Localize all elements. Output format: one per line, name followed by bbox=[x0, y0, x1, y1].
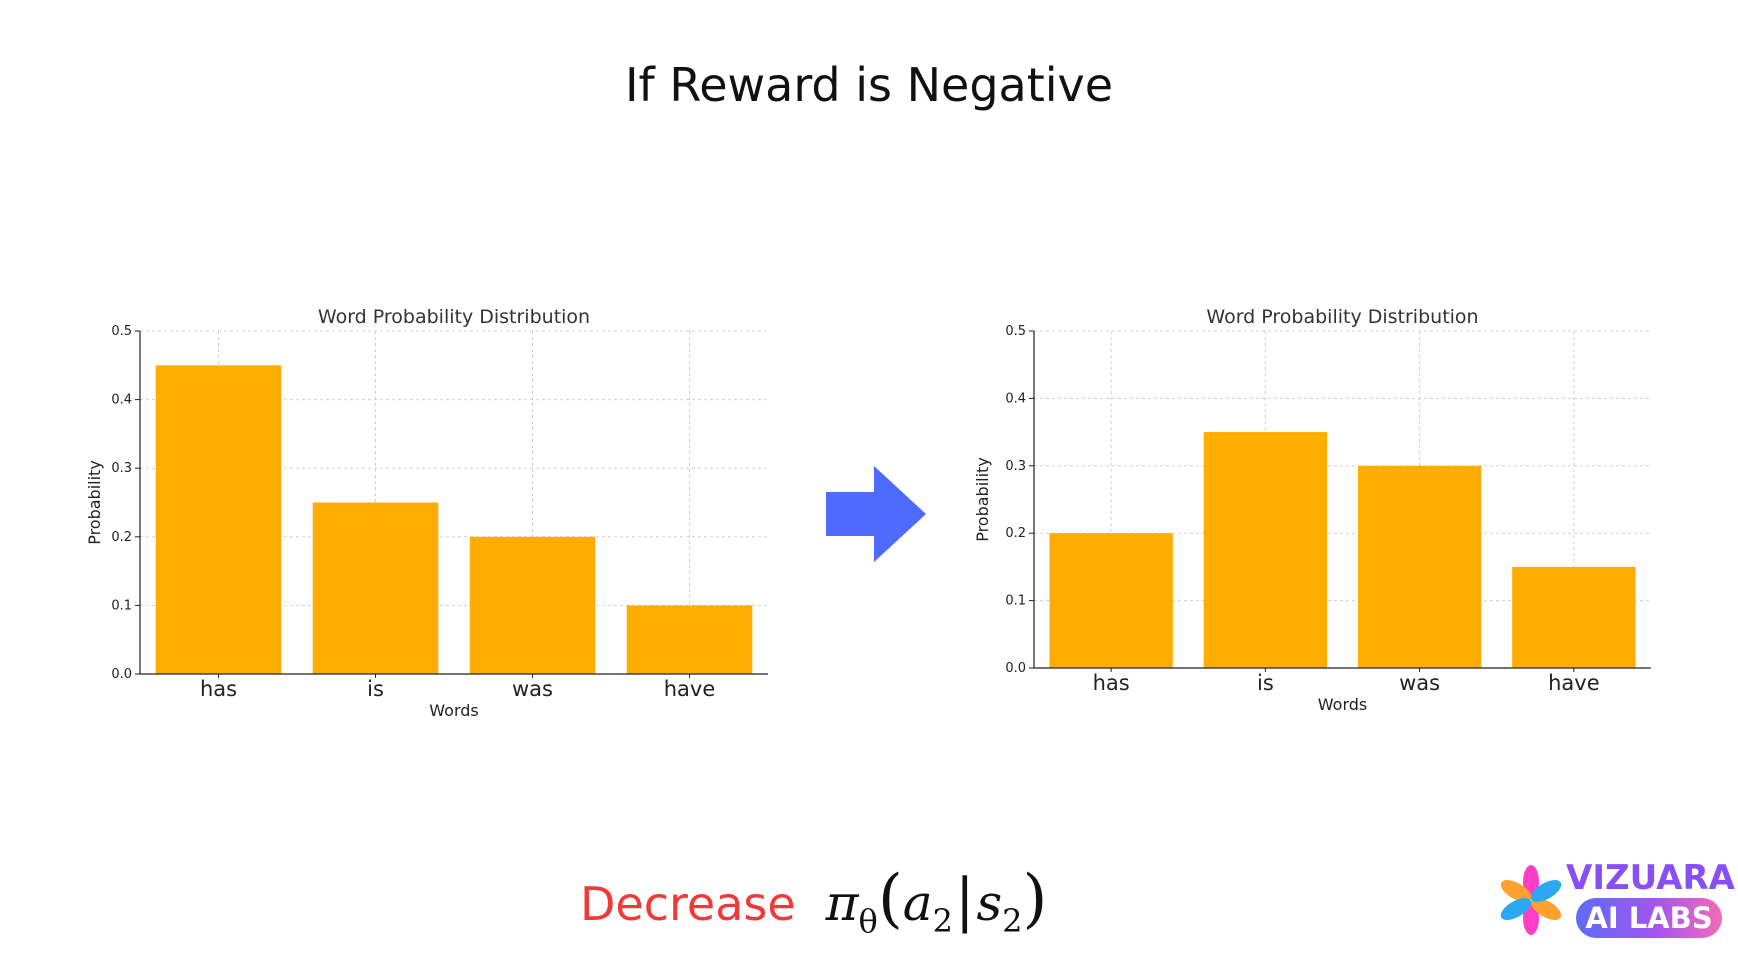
bar-chart-before: Word Probability Distribution 0.0 0.1 0.2 0.… bbox=[85, 306, 768, 720]
chart-title: Word Probability Distribution bbox=[318, 306, 590, 328]
chart-after: Word Probability Distribution 0.0 0.1 0.2 0.… bbox=[968, 290, 1668, 714]
x-tick-label: has bbox=[200, 677, 237, 701]
flower-logo-icon bbox=[1500, 865, 1562, 935]
formula-bar: | bbox=[954, 866, 975, 934]
bar-was bbox=[1357, 465, 1482, 668]
x-tick-label: was bbox=[512, 677, 553, 701]
chart-before: Word Probability Distribution 0.0 0.1 0.2 0.… bbox=[80, 290, 780, 720]
x-axis-label: Words bbox=[429, 701, 478, 720]
logo-ai-labs-pill: AI LABS bbox=[1576, 898, 1722, 938]
x-tick-label: is bbox=[1257, 671, 1274, 695]
y-tick-label: 0.1 bbox=[1005, 594, 1026, 609]
y-tick-label: 0.5 bbox=[111, 324, 132, 339]
y-tick-label: 0.4 bbox=[111, 393, 132, 408]
y-axis-label: Probability bbox=[973, 457, 992, 542]
y-tick-label: 0.3 bbox=[1005, 459, 1026, 474]
right-arrow-icon bbox=[826, 466, 926, 562]
bar-have bbox=[626, 605, 753, 674]
formula-a: a bbox=[902, 874, 933, 932]
y-tick-label: 0.0 bbox=[111, 667, 132, 682]
y-axis-label: Probability bbox=[85, 460, 104, 545]
y-tick-label: 0.4 bbox=[1005, 391, 1026, 406]
x-axis-label: Words bbox=[1318, 695, 1367, 714]
x-tick-label: was bbox=[1399, 671, 1440, 695]
formula-pi: π bbox=[825, 874, 859, 932]
bar-have bbox=[1512, 566, 1636, 668]
formula-a-sub: 2 bbox=[932, 902, 953, 940]
formula-s-sub: 2 bbox=[1002, 902, 1023, 940]
policy-formula: πθ(a2|s2) bbox=[826, 862, 1048, 940]
vizuara-logo: VIZUARA AI LABS bbox=[1496, 858, 1735, 962]
chart-title: Word Probability Distribution bbox=[1206, 306, 1478, 328]
y-tick-label: 0.5 bbox=[1005, 324, 1026, 339]
y-tick-label: 0.1 bbox=[111, 598, 132, 613]
formula-close-paren: ) bbox=[1022, 862, 1048, 936]
slide-title: If Reward is Negative bbox=[624, 58, 1114, 112]
x-tick-label: is bbox=[367, 677, 384, 701]
y-tick-label: 0.3 bbox=[111, 461, 132, 476]
x-tick-label: have bbox=[664, 677, 716, 701]
bar-was bbox=[469, 536, 596, 674]
bar-has bbox=[1049, 533, 1173, 668]
formula-s: s bbox=[976, 874, 1003, 932]
x-tick-label: have bbox=[1548, 671, 1600, 695]
y-tick-label: 0.0 bbox=[1005, 661, 1026, 676]
bar-chart-after: Word Probability Distribution 0.0 0.1 0.2 0.… bbox=[973, 306, 1651, 714]
bar-is bbox=[312, 502, 439, 674]
decrease-label: Decrease bbox=[580, 877, 796, 931]
formula-open-paren: ( bbox=[877, 862, 903, 936]
bar-is bbox=[1203, 432, 1328, 668]
footer-formula: Decrease πθ(a2|s2) bbox=[580, 862, 1048, 940]
logo-brand-name: VIZUARA bbox=[1566, 858, 1735, 898]
y-tick-label: 0.2 bbox=[1005, 526, 1026, 541]
bar-has bbox=[155, 365, 282, 674]
x-tick-label: has bbox=[1093, 671, 1130, 695]
formula-theta: θ bbox=[858, 902, 878, 940]
y-tick-label: 0.2 bbox=[111, 530, 132, 545]
